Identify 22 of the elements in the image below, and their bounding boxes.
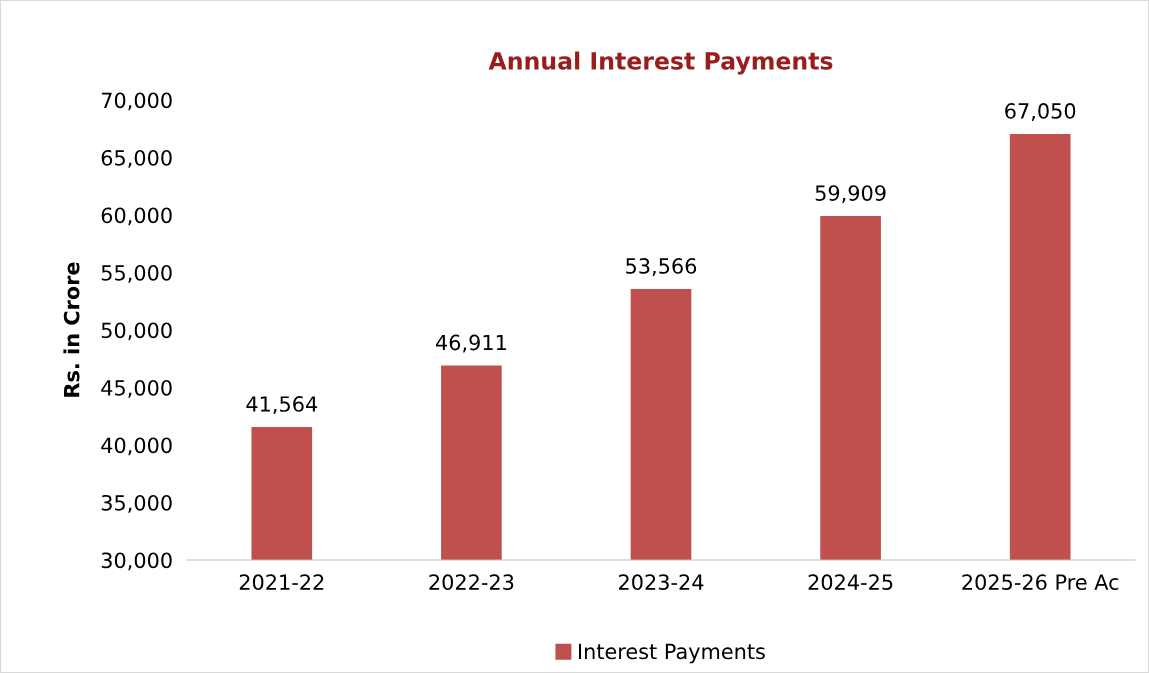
chart-title: Annual Interest Payments xyxy=(488,51,833,75)
y-tick-label: 35,000 xyxy=(101,494,172,513)
data-label: 59,909 xyxy=(815,185,886,204)
y-tick-label: 45,000 xyxy=(101,379,172,398)
y-axis-title: Rs. in Crore xyxy=(63,262,80,397)
data-label: 41,564 xyxy=(246,396,318,414)
y-tick-label: 70,000 xyxy=(101,92,172,111)
y-tick-label: 50,000 xyxy=(101,322,172,341)
x-tick-label: 2023-24 xyxy=(619,574,704,591)
x-tick-label: 2025-26 Pre Ac xyxy=(962,574,1119,591)
x-tick-label: 2024-25 xyxy=(808,574,893,591)
data-label: 46,911 xyxy=(435,334,506,353)
y-tick-label: 65,000 xyxy=(101,149,172,168)
y-tick-label: 55,000 xyxy=(101,264,172,283)
x-tick-label: 2021-22 xyxy=(239,574,324,591)
legend-label: Interest Payments xyxy=(578,643,765,664)
x-tick-label: 2022-23 xyxy=(429,574,514,591)
y-tick-label: 40,000 xyxy=(101,437,172,456)
y-tick-label: 30,000 xyxy=(101,552,172,571)
y-tick-label: 60,000 xyxy=(101,207,172,226)
data-label: 53,566 xyxy=(626,258,697,276)
data-label: 67,050 xyxy=(1005,103,1076,121)
